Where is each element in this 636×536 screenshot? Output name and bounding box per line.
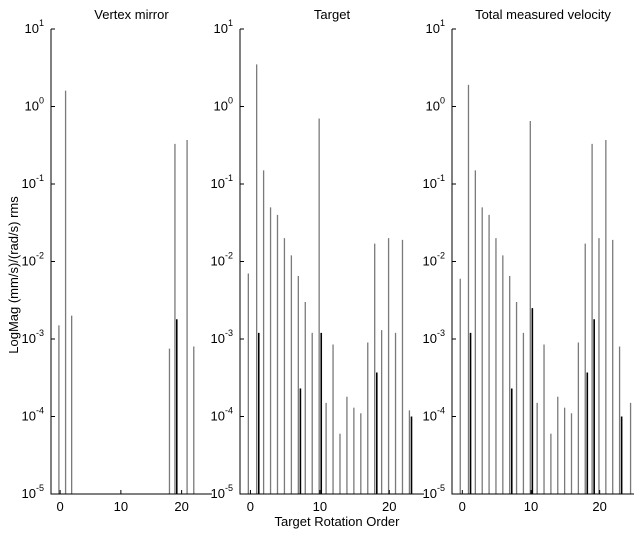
chart-title: Target	[314, 7, 351, 22]
y-tick-label: 10-2	[423, 251, 445, 269]
axis-frame	[451, 29, 634, 495]
x-tick-label: 0	[247, 499, 254, 514]
y-tick-label: 10-5	[423, 483, 445, 501]
y-tick-label: 10-2	[22, 251, 44, 269]
y-tick-label: 10-1	[423, 173, 445, 191]
chart-panel-1: 101 100 10-1 10-2 10-3 10-4 10-5 0 10 20 Vertex mi…	[22, 7, 212, 514]
x-tick-label: 0	[56, 499, 63, 514]
y-tick-label: 101	[25, 18, 44, 36]
y-tick-label: 10-1	[22, 173, 44, 191]
x-tick-label: 20	[382, 499, 396, 514]
y-tick-label: 10-2	[211, 251, 233, 269]
chart-panel-2: 101 100 10-1 10-2 10-3 10-4 10-5 0 10 20 Target	[211, 7, 424, 514]
y-tick-label: 10-1	[211, 173, 233, 191]
x-tick-label: 20	[592, 499, 606, 514]
y-tick-label: 101	[426, 18, 445, 36]
y-tick-label: 10-4	[211, 406, 233, 424]
y-tick-label: 100	[214, 96, 233, 114]
x-tick-label: 10	[114, 499, 128, 514]
y-tick-label: 100	[426, 96, 445, 114]
y-tick-label: 10-5	[211, 483, 233, 501]
y-axis-label: LogMag (mm/s)/(rad/s) rms	[6, 196, 21, 354]
y-tick-label: 10-4	[423, 406, 445, 424]
y-tick-label: 101	[214, 18, 233, 36]
y-tick-label: 10-5	[22, 483, 44, 501]
y-tick-label: 10-3	[211, 328, 233, 346]
x-axis-label: Target Rotation Order	[274, 514, 400, 529]
y-tick-label: 100	[25, 96, 44, 114]
x-tick-label: 0	[459, 499, 466, 514]
chart-title: Vertex mirror	[94, 7, 169, 22]
axis-frame	[50, 29, 212, 495]
y-tick-label: 10-4	[22, 406, 44, 424]
axis-frame	[239, 29, 424, 495]
x-tick-label: 10	[524, 499, 538, 514]
x-tick-label: 10	[313, 499, 327, 514]
y-tick-label: 10-3	[423, 328, 445, 346]
chart-panel-3: 101 100 10-1 10-2 10-3 10-4 10-5 0 10 20 Total mea…	[423, 7, 634, 514]
y-tick-label: 10-3	[22, 328, 44, 346]
x-tick-label: 20	[174, 499, 188, 514]
chart-title: Total measured velocity	[475, 7, 611, 22]
